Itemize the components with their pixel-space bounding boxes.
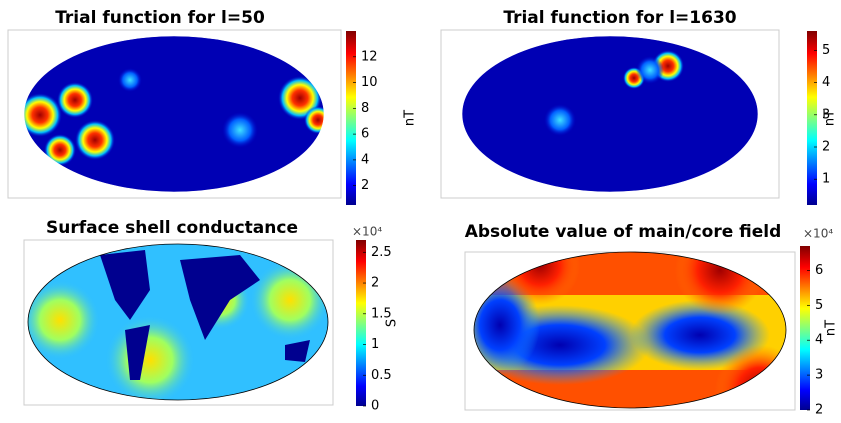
colorbar-unit: nT	[823, 110, 838, 126]
panel-title: Surface shell conductance	[46, 218, 298, 238]
colorbar-unit: nT	[403, 110, 418, 126]
colorbar-tick-label: 2	[815, 403, 823, 418]
colorbar	[346, 31, 356, 205]
panel-title: Trial function for l=50	[55, 8, 265, 28]
colorbar-tick-label: 6	[815, 263, 823, 278]
colorbar	[800, 246, 810, 410]
colorbar-tick-label: 2.5	[371, 245, 392, 260]
colorbar-tick-label: 4	[822, 75, 830, 90]
map-1	[7, 29, 342, 199]
colorbar-tick-label: 10	[361, 75, 378, 90]
colorbar-tick-label: 4	[361, 152, 369, 167]
map-3	[23, 239, 334, 406]
colorbar-exponent: ×10⁴	[803, 227, 833, 241]
colorbar-tick-label: 6	[361, 127, 369, 142]
colorbar-tick-label: 3	[815, 368, 823, 383]
map-4	[464, 251, 796, 411]
colorbar-tick-label: 5	[822, 43, 830, 58]
colorbar-unit: nT	[824, 320, 839, 336]
colorbar-tick-label: 3	[822, 107, 830, 122]
colorbar-tick-label: 5	[815, 298, 823, 313]
colorbar-unit: S	[385, 319, 400, 327]
panel-title: Absolute value of main/core field	[465, 222, 782, 242]
colorbar-tick-label: 2	[361, 178, 369, 193]
colorbar-tick-label: 4	[815, 333, 823, 348]
colorbar-tick-label: 8	[361, 101, 369, 116]
colorbar	[356, 240, 366, 406]
colorbar	[807, 31, 817, 205]
map-2	[440, 29, 780, 199]
colorbar-tick-label: 2	[371, 276, 379, 291]
panel-title: Trial function for l=1630	[503, 8, 736, 28]
colorbar-tick-label: 0	[371, 399, 379, 414]
colorbar-tick-label: 1	[822, 172, 830, 187]
colorbar-tick-label: 1.5	[371, 306, 392, 321]
colorbar-tick-label: 12	[361, 49, 378, 64]
colorbar-tick-label: 2	[822, 140, 830, 155]
colorbar-tick-label: 0.5	[371, 368, 392, 383]
colorbar-exponent: ×10⁴	[352, 225, 382, 239]
colorbar-tick-label: 1	[371, 337, 379, 352]
